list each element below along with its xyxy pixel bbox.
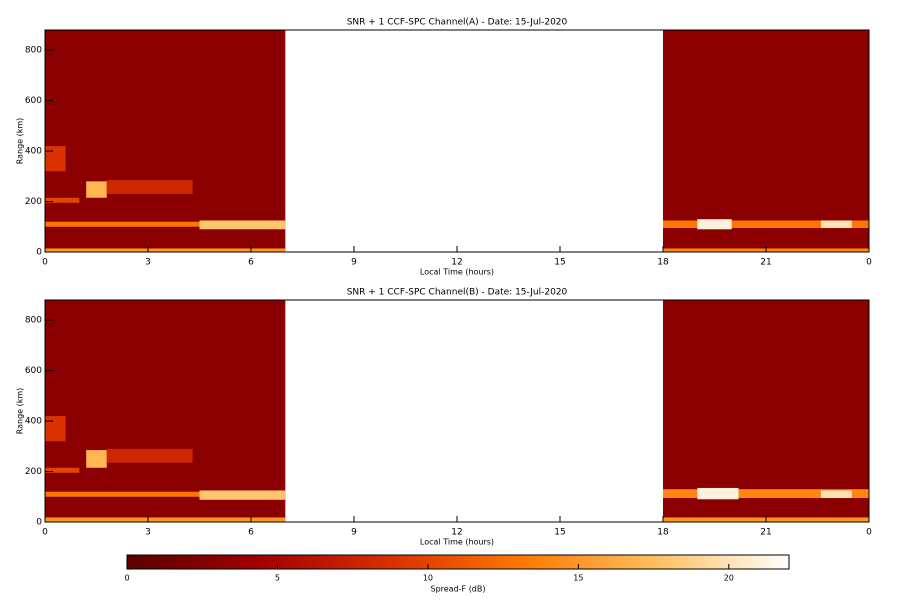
x-axis-label: Local Time (hours)	[420, 268, 494, 277]
colorbar-tick-label: 10	[423, 574, 433, 583]
y-tick-label: 600	[25, 96, 42, 106]
heat-cell	[45, 300, 286, 522]
y-tick-label: 200	[25, 467, 42, 477]
x-tick-label: 21	[760, 258, 771, 268]
x-tick-label: 0	[42, 528, 48, 538]
heat-cell	[820, 220, 852, 229]
y-tick-label: 200	[25, 197, 42, 207]
heat-cell	[45, 248, 286, 252]
heat-cell	[106, 448, 193, 463]
y-axis-label: Range (km)	[16, 388, 25, 435]
colorbar-tick-label: 20	[724, 574, 734, 583]
y-tick-label: 0	[36, 518, 42, 528]
x-axis-label: Local Time (hours)	[420, 538, 494, 547]
heat-cell	[663, 30, 869, 252]
x-tick-label: 3	[145, 258, 151, 268]
heat-cell	[663, 300, 869, 522]
heat-cell	[45, 416, 66, 442]
x-tick-label: 3	[145, 528, 151, 538]
x-tick-label: 9	[351, 258, 357, 268]
heat-cell	[45, 197, 80, 203]
heat-cell	[45, 146, 66, 172]
heat-cell	[45, 30, 286, 252]
heat-cell	[45, 517, 286, 522]
x-tick-label: 9	[351, 528, 357, 538]
y-tick-label: 600	[25, 366, 42, 376]
heat-cell	[199, 220, 286, 230]
x-tick-label: 12	[451, 258, 462, 268]
y-tick-label: 400	[25, 417, 42, 427]
y-tick-label: 800	[25, 46, 42, 56]
x-tick-label: 18	[657, 258, 669, 268]
y-tick-label: 800	[25, 316, 42, 326]
colorbar-tick-label: 0	[124, 574, 129, 583]
chart-title: SNR + 1 CCF-SPC Channel(B) - Date: 15-Ju…	[347, 288, 568, 298]
heat-cell	[199, 490, 286, 500]
x-tick-label: 0	[866, 258, 872, 268]
colorbar-tick-label: 5	[275, 574, 280, 583]
x-tick-label: 0	[866, 528, 872, 538]
x-tick-label: 0	[42, 258, 48, 268]
heat-cell	[45, 221, 200, 227]
colorbar-label: Spread-F (dB)	[430, 585, 485, 594]
x-tick-label: 6	[248, 528, 254, 538]
heat-cell	[697, 219, 732, 230]
heat-cell	[663, 220, 869, 229]
y-tick-label: 0	[36, 248, 42, 258]
colorbar-tick-label: 15	[573, 574, 583, 583]
x-tick-label: 6	[248, 258, 254, 268]
x-tick-label: 21	[760, 528, 771, 538]
heat-cell	[820, 490, 852, 499]
colorbar	[126, 554, 790, 570]
heat-cell	[663, 489, 869, 499]
heat-cell	[86, 181, 107, 198]
x-tick-label: 18	[657, 528, 669, 538]
heat-cell	[45, 491, 200, 497]
chart-title: SNR + 1 CCF-SPC Channel(A) - Date: 15-Ju…	[347, 18, 568, 28]
x-tick-label: 15	[554, 258, 565, 268]
heat-cell	[86, 450, 107, 468]
x-tick-label: 12	[451, 528, 462, 538]
x-tick-label: 15	[554, 528, 565, 538]
heat-cell	[45, 467, 80, 473]
heat-cell	[106, 180, 193, 194]
y-axis-label: Range (km)	[16, 118, 25, 165]
heat-cell	[697, 487, 739, 500]
y-tick-label: 400	[25, 147, 42, 157]
